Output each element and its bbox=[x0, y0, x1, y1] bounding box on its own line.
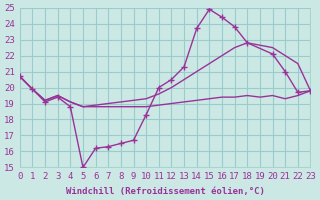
X-axis label: Windchill (Refroidissement éolien,°C): Windchill (Refroidissement éolien,°C) bbox=[66, 187, 265, 196]
